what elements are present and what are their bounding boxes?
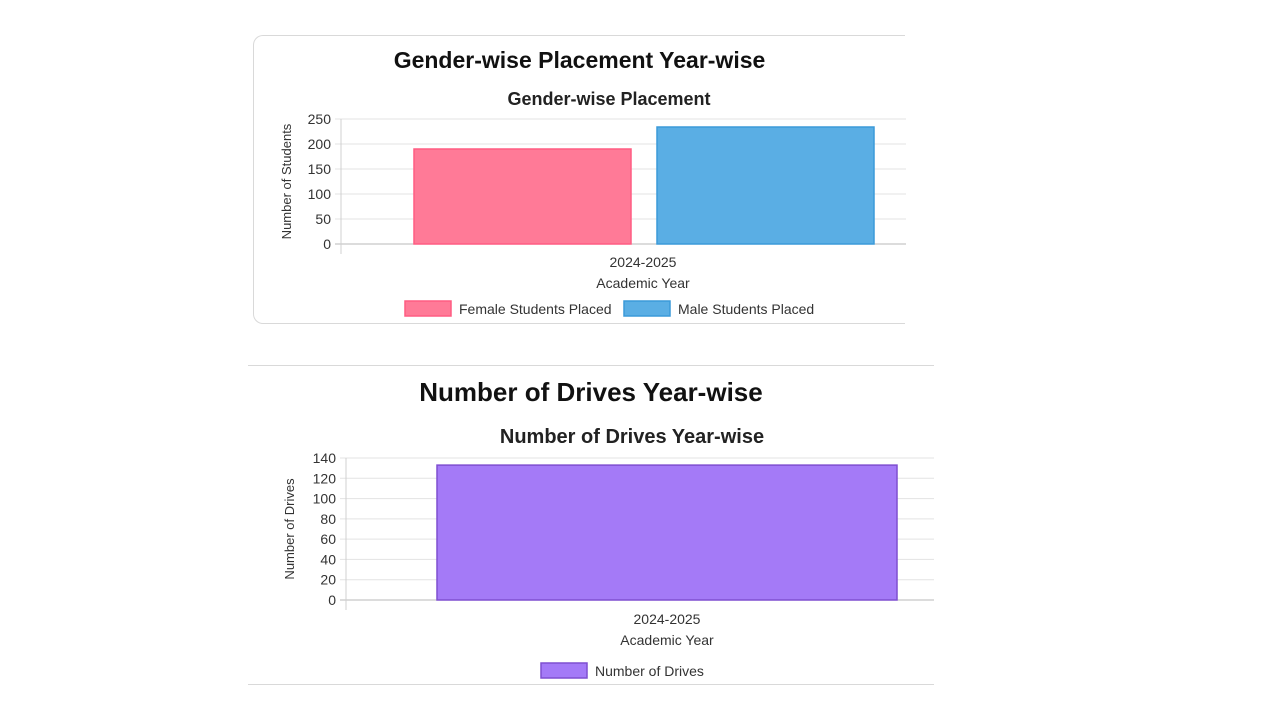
y-tick-label: 200 <box>308 136 332 152</box>
y-axis-label: Number of Students <box>279 123 294 239</box>
legend-swatch <box>404 300 452 317</box>
x-axis-label: Academic Year <box>596 275 690 291</box>
x-tick-label: 2024-2025 <box>634 611 701 627</box>
y-axis-label: Number of Drives <box>282 478 297 580</box>
y-tick-label: 50 <box>315 211 331 227</box>
gender-placement-card: Gender-wise Placement Year-wise Gender-w… <box>253 35 906 324</box>
drives-card: Number of Drives Year-wise Number of Dri… <box>248 365 934 685</box>
chart-title: Gender-wise Placement <box>507 89 710 109</box>
gender-placement-chart: Gender-wise Placement 0 50 100 150 200 250 Numb… <box>279 89 906 317</box>
legend-label: Number of Drives <box>595 663 704 679</box>
y-tick-label: 120 <box>313 470 337 486</box>
y-tick-label: 100 <box>313 491 337 507</box>
legend-label: Male Students Placed <box>678 301 814 317</box>
y-tick-label: 40 <box>320 551 336 567</box>
card-title: Gender-wise Placement Year-wise <box>393 47 766 73</box>
legend-swatch <box>540 662 588 679</box>
legend-label: Female Students Placed <box>459 301 612 317</box>
y-tick-label: 0 <box>328 592 336 608</box>
bar-female-students-placed <box>413 148 632 245</box>
y-tick-label: 140 <box>313 450 337 466</box>
y-tick-label: 60 <box>320 531 336 547</box>
card-title: Number of Drives Year-wise <box>419 377 763 407</box>
chart-title: Number of Drives Year-wise <box>500 426 764 448</box>
y-tick-label: 20 <box>320 572 336 588</box>
bar-number-of-drives <box>436 464 898 601</box>
bar-male-students-placed <box>656 126 875 245</box>
y-tick-label: 150 <box>308 161 332 177</box>
y-tick-label: 0 <box>323 236 331 252</box>
legend-swatch <box>623 300 671 317</box>
x-tick-label: 2024-2025 <box>610 254 677 270</box>
y-tick-label: 250 <box>308 111 332 127</box>
drives-chart: Number of Drives Year-wise 0 20 40 60 80 100 12… <box>282 426 934 679</box>
x-axis-label: Academic Year <box>620 632 714 648</box>
y-tick-label: 100 <box>308 186 332 202</box>
y-tick-label: 80 <box>320 511 336 527</box>
